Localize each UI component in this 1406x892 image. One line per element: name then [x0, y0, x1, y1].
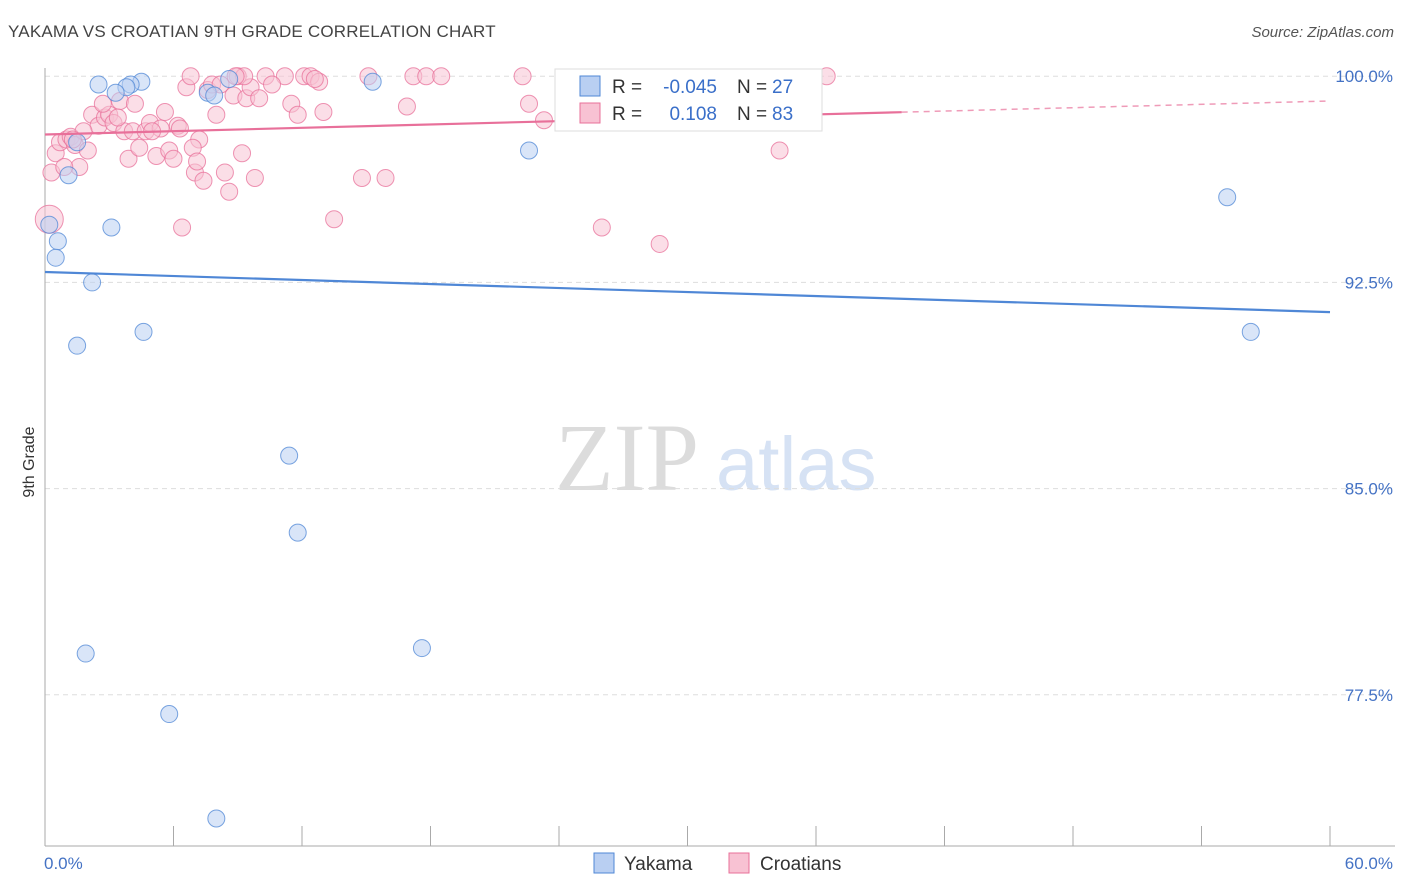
croatians-point-79: [125, 94, 144, 113]
croatians-point-64: [535, 111, 554, 130]
yakama-point-11: [102, 218, 121, 237]
croatians-point-76: [188, 152, 207, 171]
yakama-point-10: [59, 166, 78, 185]
croatians-point-57: [376, 168, 395, 187]
source-label: Source: ZipAtlas.com: [1251, 24, 1394, 41]
croatians-point-45: [250, 89, 269, 108]
legend-n-value-croatians: 83: [772, 104, 793, 125]
croatians-point-63: [520, 94, 539, 113]
croatians-point-75: [93, 94, 112, 113]
legend-r-value-croatians: 0.108: [669, 104, 717, 125]
croatians-point-78: [305, 69, 324, 88]
yakama-point-0: [89, 75, 108, 94]
croatians-point-53: [314, 102, 333, 121]
croatians-point-27: [173, 218, 192, 237]
croatians-point-32: [194, 171, 213, 190]
y-tick-label-2: 85.0%: [1345, 480, 1393, 499]
yakama-point-20: [1241, 322, 1260, 341]
croatians-point-18: [130, 138, 149, 157]
watermark-atlas: atlas: [716, 422, 877, 507]
croatians-point-66: [650, 234, 669, 253]
yakama-point-9: [520, 141, 539, 160]
croatians-point-41: [233, 144, 252, 163]
yakama-point-8: [68, 133, 87, 152]
legend-r-label-yakama: R =: [612, 77, 642, 98]
croatians-point-62: [513, 67, 532, 86]
legend-series: Yakama Croatians: [593, 852, 841, 875]
yakama-point-13: [46, 248, 65, 267]
croatians-point-58: [397, 97, 416, 116]
yakama-point-16: [134, 322, 153, 341]
grid-lines: [45, 75, 1395, 696]
legend-n-label-yakama: N =: [737, 77, 767, 98]
croatians-point-61: [432, 67, 451, 86]
y-tick-label-1: 92.5%: [1345, 273, 1393, 292]
legend-swatch-yakama: [579, 75, 601, 97]
yakama-point-23: [160, 705, 179, 724]
yakama-point-25: [40, 215, 59, 234]
yakama-point-18: [288, 523, 307, 542]
legend-n-value-yakama: 27: [772, 77, 793, 98]
croatians-point-47: [275, 67, 294, 86]
x-tick-label-0: 0.0%: [44, 854, 83, 873]
yakama-point-22: [412, 639, 431, 658]
legend-n-label-croatians: N =: [737, 104, 767, 125]
croatians-trend-line-extension: [901, 100, 1331, 113]
legend-bottom-swatch-croatians: [728, 852, 750, 874]
croatians-point-67: [770, 141, 789, 160]
y-tick-label-0: 100.0%: [1335, 67, 1393, 86]
croatians-point-23: [155, 102, 174, 121]
yakama-point-14: [83, 273, 102, 292]
croatians-point-49: [288, 105, 307, 124]
yakama-point-19: [1218, 188, 1237, 207]
yakama-point-21: [76, 644, 95, 663]
yakama-point-26: [220, 69, 239, 88]
croatians-point-35: [207, 105, 226, 124]
yakama-point-6: [205, 86, 224, 105]
x-tick-label-1: 60.0%: [1345, 854, 1393, 873]
croatians-point-71: [108, 108, 127, 127]
croatians-point-16: [119, 149, 138, 168]
legend-r-label-croatians: R =: [612, 104, 642, 125]
yakama-trend-line: [44, 270, 1331, 314]
croatians-point-65: [592, 218, 611, 237]
croatians-point-44: [245, 168, 264, 187]
tick-labels: 100.0% 92.5% 85.0% 77.5% 0.0% 60.0%: [44, 67, 1393, 873]
croatians-point-38: [220, 182, 239, 201]
trend-lines: [44, 100, 1331, 314]
croatians-point-29: [181, 67, 200, 86]
croatians-point-55: [352, 168, 371, 187]
legend-stats: R = -0.045 N = 27 R = 0.108 N = 83: [554, 68, 823, 132]
yakama-point-17: [280, 446, 299, 465]
yakama-point-4: [106, 83, 125, 102]
croatians-point-60: [417, 67, 436, 86]
legend-bottom-label-yakama: Yakama: [624, 854, 693, 875]
croatians-point-25: [164, 149, 183, 168]
legend-swatch-croatians: [579, 102, 601, 124]
yakama-point-24: [207, 809, 226, 828]
yakama-points: [40, 69, 1260, 828]
chart-title: YAKAMA VS CROATIAN 9TH GRADE CORRELATION…: [8, 22, 496, 41]
y-tick-label-3: 77.5%: [1345, 686, 1393, 705]
y-axis-label: 9th Grade: [21, 426, 38, 497]
axes: [44, 68, 1395, 847]
yakama-point-7: [363, 72, 382, 91]
yakama-point-12: [48, 232, 67, 251]
croatians-point-80: [170, 119, 189, 138]
croatians-point-77: [263, 75, 282, 94]
legend-r-value-yakama: -0.045: [663, 77, 717, 98]
watermark-zip: ZIP: [555, 404, 699, 511]
croatians-point-37: [215, 163, 234, 182]
legend-bottom-swatch-yakama: [593, 852, 615, 874]
croatians-point-54: [325, 210, 344, 229]
yakama-point-15: [68, 336, 87, 355]
legend-bottom-label-croatians: Croatians: [760, 854, 841, 875]
